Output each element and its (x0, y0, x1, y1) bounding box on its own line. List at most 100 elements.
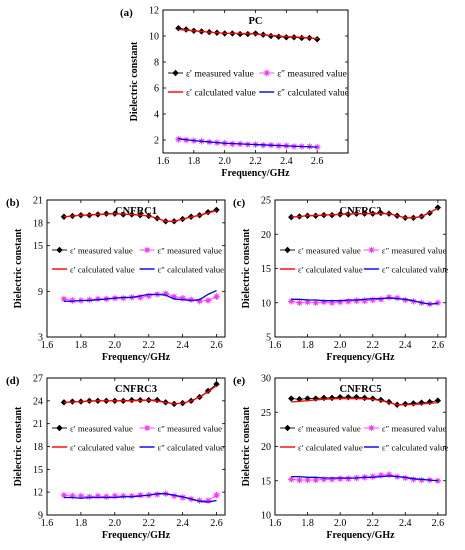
y-tick-label: 20 (261, 230, 271, 241)
x-tick-label: 2.2 (249, 156, 262, 167)
x-tick-label: 1.6 (41, 518, 54, 529)
data-point (111, 492, 119, 500)
data-point (328, 299, 336, 307)
x-axis-label: Frequency/GHz (102, 530, 171, 541)
plot-frame (46, 199, 226, 338)
legend-marker (284, 246, 291, 254)
data-point (434, 299, 442, 307)
x-tick-label: 2.4 (399, 340, 412, 351)
legend-label-eps1_calculated: ε′ calculated value (70, 265, 135, 275)
legend-label-eps2_calculated: ε″ calculated value (158, 443, 225, 453)
legend-label-eps2_measured: ε″ measured value (158, 424, 223, 434)
y-tick-label: 10 (261, 298, 271, 309)
legend-marker (143, 424, 151, 432)
data-point (344, 475, 352, 482)
legend-label-eps1_measured: ε′ measured value (70, 424, 133, 434)
y-tick-label: 18 (33, 442, 43, 453)
legend-label-eps1_measured: ε′ measured value (70, 246, 133, 256)
data-point (353, 297, 360, 304)
x-tick-label: 1.6 (269, 340, 282, 351)
data-point (385, 293, 393, 301)
data-point (145, 292, 153, 300)
y-tick-label: 18 (33, 218, 43, 229)
x-tick-label: 2.6 (432, 518, 445, 529)
data-point (336, 475, 344, 482)
chart-panel-1: 1.6 1.8 2.0 2.2 2.4 2.6 3 9 15 18 21 Frequency/GHz D… (6, 196, 226, 363)
data-point (213, 491, 220, 499)
chart-title: CNFRC1 (115, 206, 157, 217)
legend: ε′ measured value ε″ measured value ε′ cal… (52, 246, 224, 275)
data-point (204, 497, 212, 504)
legend-marker (56, 246, 63, 254)
x-tick-label: 2.4 (176, 518, 189, 529)
data-point (119, 492, 127, 500)
data-point (170, 293, 178, 300)
x-tick-label: 2.6 (210, 340, 223, 351)
data-point (328, 476, 336, 483)
legend: ε′ measured value ε″ measured value ε′ cal… (280, 424, 448, 453)
data-point (361, 394, 368, 402)
x-tick-label: 2.4 (176, 340, 189, 351)
legend-marker (263, 69, 270, 77)
chart-title: CNFRC5 (340, 384, 382, 395)
data-point (213, 293, 220, 300)
y-tick-label: 9 (38, 511, 43, 522)
chart-title: CNFRC3 (115, 384, 157, 395)
legend: ε′ measured value ε″ measured value ε′ cal… (280, 246, 448, 275)
x-tick-label: 1.8 (301, 518, 314, 529)
x-tick-label: 2.4 (399, 518, 412, 529)
data-point (304, 298, 311, 306)
data-point (77, 492, 85, 500)
data-point (60, 491, 68, 499)
data-point (426, 398, 433, 406)
data-point (418, 399, 425, 406)
data-point (336, 298, 344, 306)
x-tick-label: 2.6 (432, 340, 445, 351)
legend-label-eps1_calculated: ε′ calculated value (70, 443, 135, 453)
y-axis-label: Dielectric constant (241, 228, 252, 308)
data-point (128, 396, 135, 404)
data-point (204, 297, 212, 304)
plot-area (175, 25, 321, 151)
series-line-3 (291, 297, 438, 305)
y-tick-label: 15 (261, 264, 271, 275)
panel-letter: (c) (233, 197, 246, 209)
x-axis-label: Frequency/GHz (326, 530, 395, 541)
y-axis-label: Dielectric constant (13, 406, 24, 486)
legend-label-eps2_calculated: ε″ calculated value (158, 265, 225, 275)
legend-label-eps1_calculated: ε′ calculated value (298, 443, 363, 453)
chart-panel-0: 1.6 1.8 2.0 2.2 2.4 2.6 2 4 6 8 10 12 Frequency/GHz D… (120, 6, 349, 180)
y-tick-label: 10 (149, 32, 159, 43)
x-tick-label: 1.6 (269, 518, 282, 529)
data-point (312, 395, 319, 402)
data-point (402, 400, 409, 408)
data-point (60, 295, 68, 303)
legend-label-eps1_calculated: ε′ calculated value (298, 265, 363, 275)
data-point (313, 36, 321, 43)
data-point (434, 204, 442, 211)
legend-label-eps2_measured: ε″ measured value (382, 246, 447, 256)
plot-area (287, 204, 442, 308)
data-point (312, 476, 320, 484)
x-tick-label: 1.8 (75, 340, 88, 351)
x-axis-label: Frequency/GHz (102, 352, 171, 363)
y-tick-label: 8 (154, 58, 159, 69)
x-tick-label: 2.2 (142, 518, 155, 529)
panel-letter: (d) (6, 375, 20, 387)
y-tick-label: 12 (33, 488, 43, 499)
data-point (86, 493, 93, 501)
legend-marker (284, 424, 291, 432)
data-point (410, 400, 417, 407)
data-point (320, 476, 328, 483)
x-tick-label: 2.0 (109, 340, 122, 351)
chart-title: PC (249, 16, 263, 27)
legend: ε′ measured value ε″ measured value ε′ cal… (168, 70, 349, 99)
data-point (385, 471, 393, 478)
x-tick-label: 2.0 (334, 518, 347, 529)
y-tick-label: 2 (154, 136, 159, 147)
x-tick-label: 2.0 (218, 156, 231, 167)
y-tick-label: 15 (261, 476, 271, 487)
data-point (213, 206, 220, 214)
series-line-3 (291, 475, 438, 482)
legend-marker (143, 246, 151, 254)
